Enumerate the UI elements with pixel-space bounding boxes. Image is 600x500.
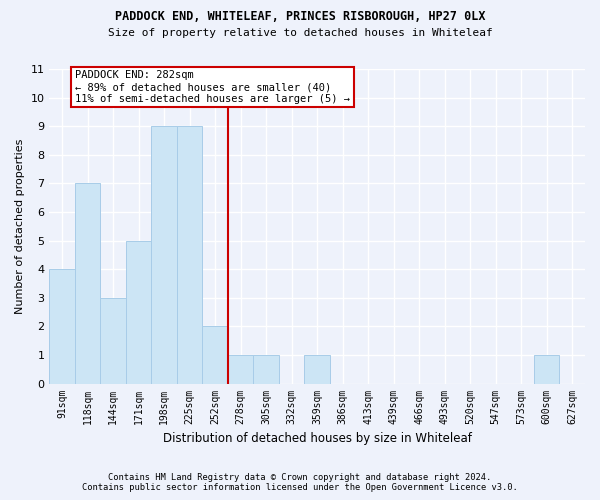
Bar: [253, 355, 279, 384]
Text: PADDOCK END: 282sqm
← 89% of detached houses are smaller (40)
11% of semi-detach: PADDOCK END: 282sqm ← 89% of detached ho…: [75, 70, 350, 104]
Text: Size of property relative to detached houses in Whiteleaf: Size of property relative to detached ho…: [107, 28, 493, 38]
Bar: [49, 269, 75, 384]
Y-axis label: Number of detached properties: Number of detached properties: [15, 138, 25, 314]
Bar: [534, 355, 559, 384]
Bar: [228, 355, 253, 384]
Bar: [151, 126, 177, 384]
Bar: [100, 298, 126, 384]
Bar: [177, 126, 202, 384]
Text: Contains HM Land Registry data © Crown copyright and database right 2024.
Contai: Contains HM Land Registry data © Crown c…: [82, 473, 518, 492]
Bar: [126, 240, 151, 384]
Text: PADDOCK END, WHITELEAF, PRINCES RISBOROUGH, HP27 0LX: PADDOCK END, WHITELEAF, PRINCES RISBOROU…: [115, 10, 485, 23]
Bar: [75, 184, 100, 384]
Bar: [304, 355, 330, 384]
Bar: [202, 326, 228, 384]
X-axis label: Distribution of detached houses by size in Whiteleaf: Distribution of detached houses by size …: [163, 432, 472, 445]
